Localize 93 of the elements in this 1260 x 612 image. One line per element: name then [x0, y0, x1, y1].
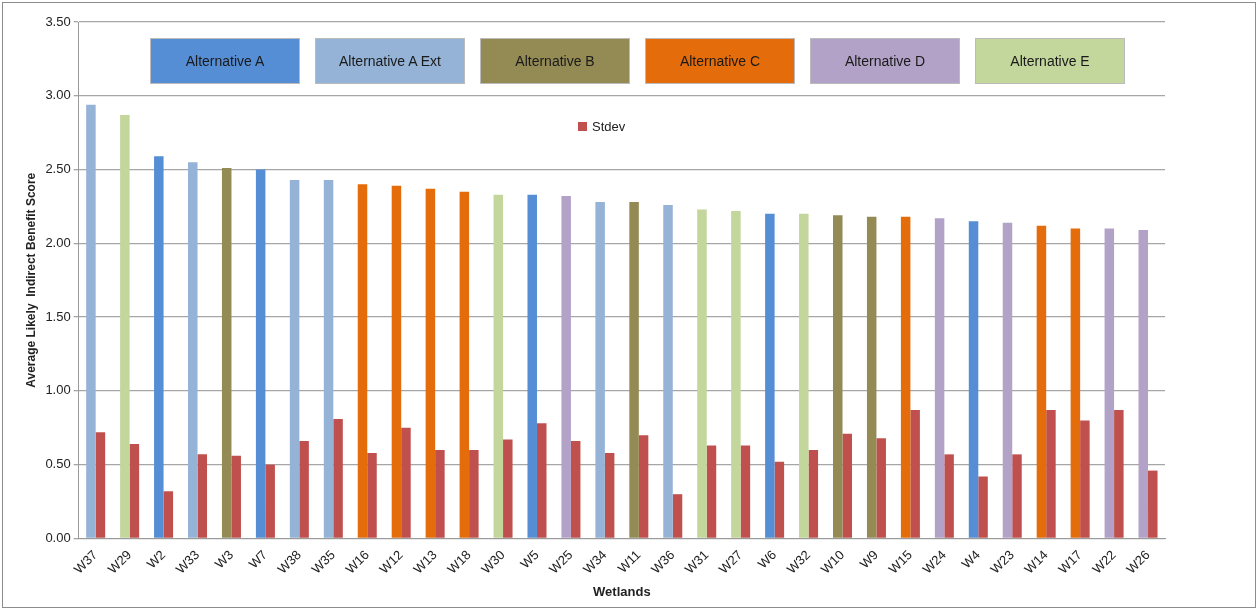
bar	[503, 439, 513, 538]
bar	[629, 202, 639, 538]
bar	[333, 418, 343, 538]
bar	[910, 410, 920, 538]
y-tick-label: 2.00	[45, 234, 71, 250]
x-tick-label: W31	[681, 547, 712, 577]
y-tick-label: 2.50	[45, 161, 71, 177]
bar	[774, 461, 785, 538]
x-tick-label: W11	[614, 547, 644, 576]
bar	[570, 441, 581, 538]
x-tick-label: W2	[143, 547, 169, 572]
x-tick-label: W3	[211, 547, 237, 572]
bar	[129, 444, 140, 538]
bar	[833, 215, 843, 538]
bar	[706, 445, 717, 538]
bar	[842, 433, 853, 538]
bar	[1070, 228, 1081, 538]
bar	[663, 204, 673, 538]
bar	[1012, 454, 1022, 538]
bar	[740, 445, 751, 538]
bar	[561, 196, 571, 538]
bar	[255, 169, 266, 538]
bar	[968, 221, 979, 538]
x-tick-label: W29	[104, 547, 135, 577]
text: Alternative B	[480, 38, 630, 84]
y-tick-label: 1.50	[45, 308, 71, 324]
bar	[765, 213, 775, 538]
bar	[197, 454, 208, 538]
bar	[697, 209, 707, 538]
bar	[86, 104, 96, 538]
y-tick-label: 0.00	[45, 530, 71, 546]
bar	[595, 202, 605, 538]
text: Alternative D	[810, 38, 960, 84]
bar	[604, 452, 615, 538]
bar	[638, 435, 649, 538]
x-tick-label: W9	[856, 547, 882, 572]
bar	[120, 114, 130, 538]
bar	[493, 194, 504, 538]
x-tick-label: W7	[245, 547, 271, 572]
x-tick-label: W10	[817, 547, 848, 577]
y-tick-label: 0.50	[45, 456, 71, 472]
bar	[425, 188, 436, 538]
bar	[299, 441, 309, 538]
y-tick-label: 1.00	[45, 382, 71, 398]
bar	[163, 491, 174, 538]
bar	[866, 216, 877, 538]
bar	[391, 185, 402, 538]
legend-label: Stdev	[591, 119, 626, 134]
bar	[289, 179, 300, 538]
bar	[808, 449, 819, 538]
bar	[469, 449, 479, 538]
bar	[323, 179, 334, 538]
y-tick-label: 3.50	[45, 13, 71, 29]
bar	[401, 427, 411, 538]
y-axis-title: Average Likely Indirect Benefit Score	[23, 172, 38, 388]
bar	[527, 194, 537, 538]
bar	[367, 452, 377, 538]
text: Alternative A	[150, 38, 300, 84]
bar	[221, 168, 232, 538]
bar	[357, 184, 368, 538]
bar	[1002, 222, 1013, 538]
bar	[231, 455, 241, 538]
bar	[95, 432, 106, 538]
bar	[188, 162, 198, 538]
bar	[731, 210, 741, 538]
text: Alternative E	[975, 38, 1125, 84]
bar	[876, 438, 886, 538]
bar	[934, 218, 945, 538]
bar	[978, 476, 988, 538]
bar	[536, 423, 547, 538]
x-tick-label: W5	[517, 547, 542, 572]
x-axis-title: Wetlands	[593, 583, 651, 599]
bar	[672, 494, 683, 538]
bar	[944, 454, 954, 538]
y-tick-label: 3.00	[45, 87, 71, 103]
x-tick-label: W6	[754, 547, 780, 572]
bar	[459, 191, 470, 538]
bar	[154, 156, 164, 538]
x-tick-label: W4	[958, 547, 983, 572]
bar	[1148, 470, 1158, 538]
bar	[1114, 410, 1124, 538]
bar	[435, 449, 445, 538]
bar	[265, 464, 275, 538]
bar	[1104, 228, 1115, 538]
bar	[1036, 225, 1047, 538]
text: Alternative C	[645, 38, 795, 84]
bar	[1046, 410, 1056, 538]
bar	[1080, 420, 1090, 538]
x-tick-label: W30	[478, 547, 508, 577]
bar	[799, 213, 809, 538]
bar	[1138, 230, 1149, 538]
text: Alternative A Ext	[315, 38, 465, 84]
bar	[900, 216, 911, 538]
